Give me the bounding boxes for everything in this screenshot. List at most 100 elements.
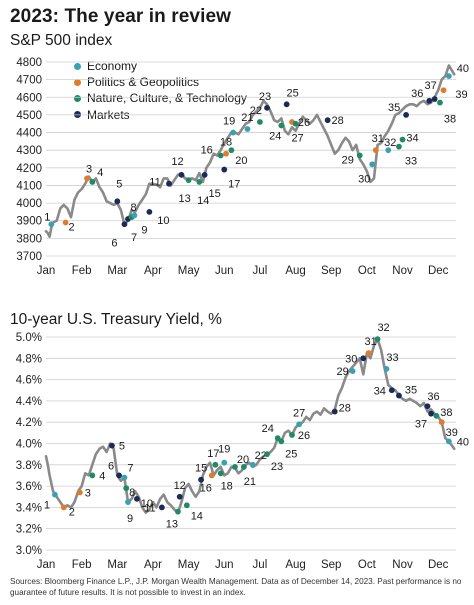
event-label: 11 <box>144 502 155 514</box>
event-label: 24 <box>262 423 274 435</box>
y-tick-label: 3.4% <box>16 502 42 514</box>
x-tick-label: Apr <box>144 265 162 277</box>
y-tick-label: 5.0% <box>16 332 42 344</box>
event-point <box>264 451 270 458</box>
event-label: 37 <box>415 419 427 431</box>
event-point <box>62 219 69 226</box>
event-point <box>230 129 237 136</box>
y-tick-label: 4000 <box>16 198 42 210</box>
event-point <box>228 147 235 154</box>
sp500-chart: 3700 3800 3900 4000 4100 4200 4300 4400 4500 4600… <box>16 57 469 277</box>
event-point <box>201 171 208 178</box>
event-point <box>76 489 83 496</box>
y-tick-label: 4400 <box>16 128 42 140</box>
y-tick-label: 3900 <box>16 216 42 228</box>
x-tick-label: Oct <box>358 559 377 571</box>
event-point <box>208 472 215 479</box>
event-label: 9 <box>141 224 147 236</box>
x-tick-label: Dec <box>428 265 449 277</box>
event-point <box>331 408 338 415</box>
event-point <box>185 177 192 184</box>
x-tick-label: Feb <box>72 265 92 277</box>
event-point <box>60 504 67 511</box>
event-point <box>433 412 440 419</box>
event-label: 9 <box>127 513 133 525</box>
event-point <box>445 438 452 445</box>
event-point <box>283 101 290 108</box>
event-label: 23 <box>259 91 271 103</box>
x-tick-label: Jan <box>37 559 56 571</box>
event-label: 20 <box>237 454 249 466</box>
event-label: 31 <box>372 133 384 145</box>
event-point <box>131 212 138 219</box>
event-point <box>232 464 238 470</box>
legend-item-politics: Politics & Geopolitics <box>74 74 247 90</box>
y-tick-label: 4.0% <box>16 439 42 451</box>
event-point <box>257 119 263 125</box>
event-label: 37 <box>424 80 436 92</box>
event-label: 28 <box>332 115 344 127</box>
event-label: 13 <box>166 519 178 531</box>
event-label: 28 <box>339 403 351 415</box>
y-tick-label: 3.0% <box>16 545 42 557</box>
event-point <box>445 73 452 80</box>
x-tick-label: Jan <box>37 265 56 277</box>
event-point <box>383 366 390 372</box>
event-point <box>240 464 247 470</box>
nature-dot-icon <box>74 95 81 102</box>
event-label: 8 <box>129 487 135 499</box>
event-point <box>183 502 190 509</box>
event-label: 5 <box>116 178 122 190</box>
event-point <box>372 147 379 154</box>
event-label: 32 <box>384 137 396 149</box>
legend-label: Politics & Geopolitics <box>87 75 200 90</box>
event-label: 3 <box>86 163 92 175</box>
event-label: 22 <box>250 105 262 117</box>
event-point <box>116 472 122 479</box>
legend-label: Nature, Culture, & Technology <box>87 91 247 106</box>
event-point <box>385 147 392 154</box>
event-label: 34 <box>374 385 386 397</box>
event-point <box>292 120 299 127</box>
x-tick-label: Feb <box>72 559 92 571</box>
x-tick-label: Sep <box>321 559 341 571</box>
event-point <box>428 410 434 417</box>
event-label: 18 <box>221 480 233 492</box>
x-tick-label: Apr <box>144 559 162 571</box>
event-point <box>223 150 229 157</box>
event-point <box>289 432 295 438</box>
legend-item-nature: Nature, Culture, & Technology <box>74 90 247 106</box>
event-label: 19 <box>218 444 230 456</box>
event-point <box>89 179 96 185</box>
event-point <box>396 143 402 150</box>
event-point <box>438 419 445 426</box>
event-point <box>125 499 131 505</box>
event-label: 36 <box>427 391 439 403</box>
event-label: 7 <box>131 232 137 244</box>
event-point <box>196 179 203 185</box>
legend-label: Economy <box>87 59 138 73</box>
y-tick-label: 4600 <box>16 92 42 104</box>
event-label: 15 <box>209 188 221 200</box>
event-label: 1 <box>44 211 50 223</box>
y-tick-label: 4100 <box>16 180 42 192</box>
event-label: 10 <box>141 498 153 510</box>
event-label: 39 <box>446 427 458 439</box>
event-point <box>249 461 256 468</box>
event-label: 29 <box>336 366 348 378</box>
event-label: 2 <box>69 221 75 233</box>
event-point <box>424 403 431 410</box>
event-label: 30 <box>358 173 370 185</box>
event-label: 25 <box>285 448 297 460</box>
y-tick-label: 3800 <box>16 233 42 245</box>
event-point <box>388 387 395 394</box>
event-point <box>426 97 433 104</box>
event-label: 36 <box>411 88 423 100</box>
event-point <box>123 485 130 492</box>
event-label: 20 <box>235 155 247 167</box>
event-label: 17 <box>228 179 240 191</box>
event-point <box>296 421 303 428</box>
event-point <box>114 198 121 205</box>
y-tick-label: 3.6% <box>16 481 42 493</box>
